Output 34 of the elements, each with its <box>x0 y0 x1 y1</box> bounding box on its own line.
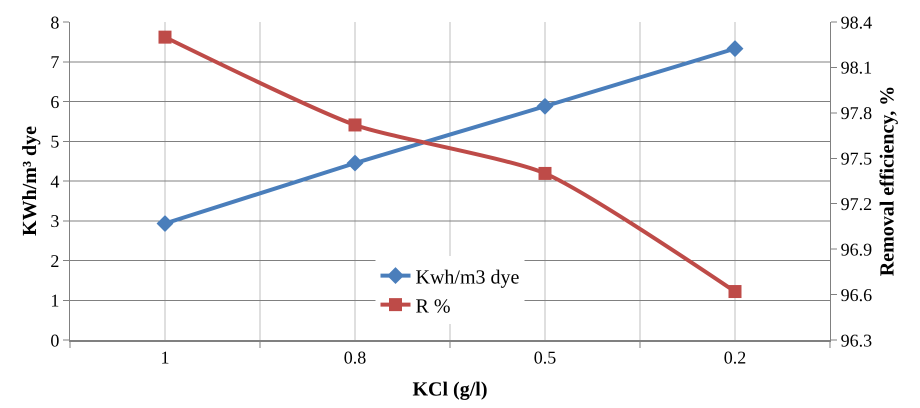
y2-tick-label: 97.2 <box>840 194 872 214</box>
y-axis-title: KWh/m³ dye <box>18 126 41 236</box>
legend-label: R % <box>416 295 450 318</box>
y-tick-label: 6 <box>50 92 60 112</box>
y-tick-label: 2 <box>50 250 60 271</box>
y2-tick-label: 98.4 <box>840 12 872 32</box>
point <box>348 118 362 132</box>
x-tick-label: 0.5 <box>534 347 556 368</box>
y2-axis-title: Removal efficiency, % <box>876 86 899 276</box>
x-tick-label: 0.8 <box>344 347 366 368</box>
point <box>156 215 174 232</box>
y-tick-label: 8 <box>50 12 60 32</box>
point <box>726 40 744 58</box>
point <box>346 154 364 172</box>
y-tick-label: 0 <box>50 330 60 350</box>
y2-tick-label: 96.3 <box>840 330 872 350</box>
x-tick-label: 0.2 <box>724 347 746 368</box>
point <box>538 166 552 180</box>
y-tick-label: 7 <box>50 52 60 72</box>
y2-tick-label: 96.6 <box>840 284 872 305</box>
y2-tick-label: 96.9 <box>840 239 872 260</box>
y-tick-label: 5 <box>50 132 60 152</box>
point <box>728 285 742 298</box>
point <box>536 98 554 115</box>
y-tick-label: 4 <box>50 171 60 192</box>
x-axis-title: KCl (g/l) <box>412 378 488 400</box>
y-tick-label: 3 <box>50 211 60 232</box>
y2-tick-label: 97.8 <box>840 103 872 124</box>
point <box>158 30 172 44</box>
y2-tick-label: 98.1 <box>840 58 872 78</box>
legend-label: Kwh/m3 dye <box>416 266 520 288</box>
x-tick-label: 1 <box>160 347 170 368</box>
y2-tick-label: 97.5 <box>840 148 872 169</box>
y-tick-label: 1 <box>50 290 60 311</box>
